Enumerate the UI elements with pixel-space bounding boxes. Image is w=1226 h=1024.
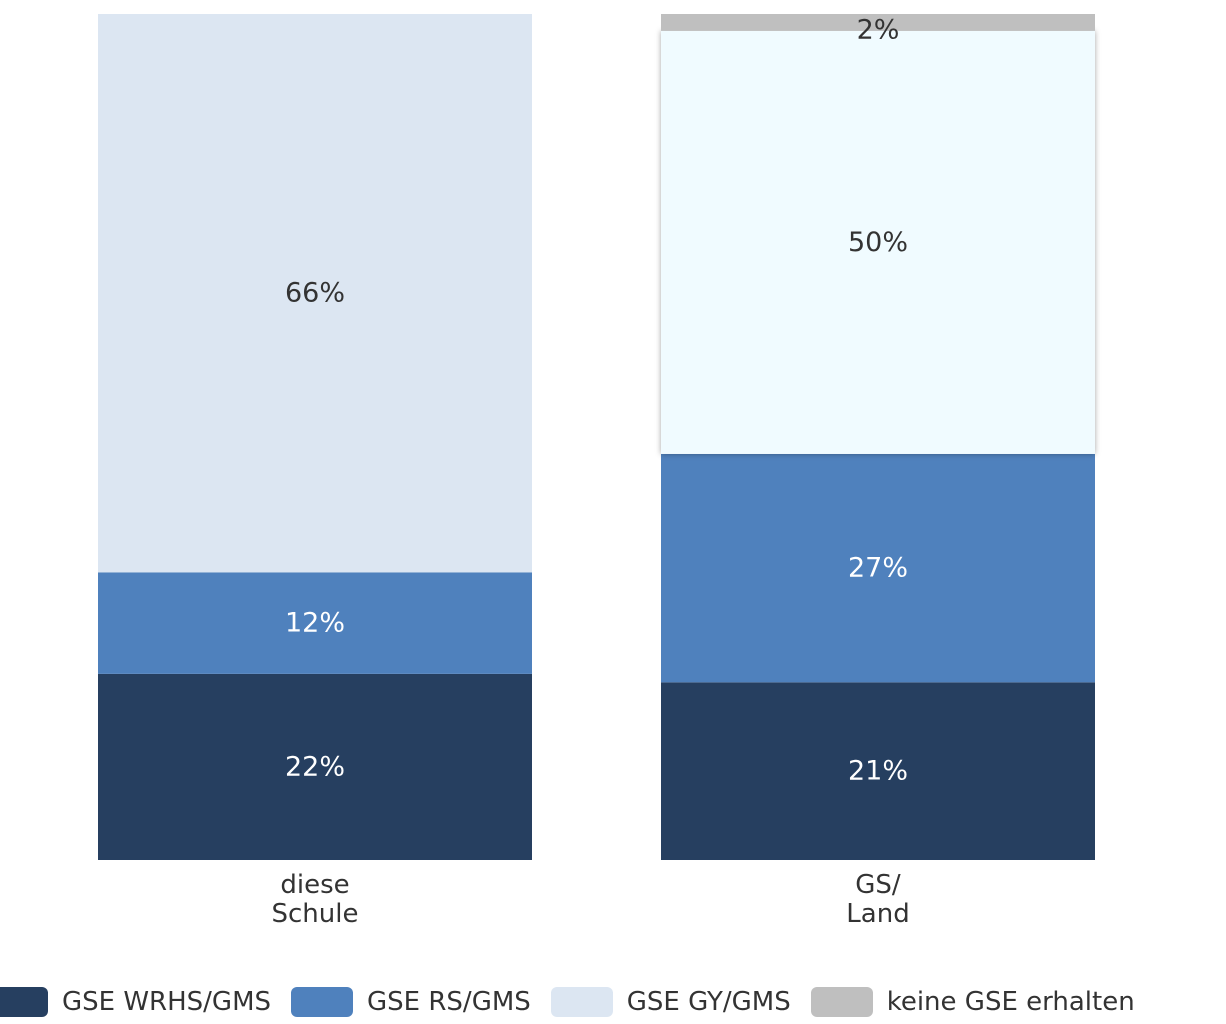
legend-label-0: GSE WRHS/GMS [62,987,272,1017]
data-label-2-1: 50% [848,227,908,258]
legend-label-2: GSE GY/GMS [626,987,791,1017]
category-label-1-line-0: GS/ [855,870,901,900]
legend-swatch-3 [810,987,873,1017]
legend-swatch-1 [291,987,354,1017]
legend: GSE WRHS/GMS GSE RS/GMS GSE GY/GMS keine GS… [0,980,1226,1024]
legend-item-0[interactable]: GSE WRHS/GMS [0,987,271,1017]
legend-item-2[interactable]: GSE GY/GMS [550,987,791,1017]
legend-label-3: keine GSE erhalten [886,987,1135,1017]
data-label-1-0: 12% [285,608,345,639]
bar-segment-0-0[interactable] [98,673,532,860]
legend-swatch-0 [0,987,48,1017]
data-label-3-1: 2% [857,15,900,46]
bar-segment-0-1[interactable] [661,682,1095,860]
bar-segment-3-1[interactable] [661,14,1095,31]
legend-item-1[interactable]: GSE RS/GMS [291,987,531,1017]
legend-item-3[interactable]: keine GSE erhalten [810,987,1135,1017]
data-label-0-0: 22% [285,751,345,782]
legend-swatch-2 [550,987,613,1017]
category-label-0-line-0: diese [280,870,349,900]
data-label-1-1: 27% [848,553,908,584]
category-label-0-line-1: Schule [272,899,359,929]
bar-segment-1-0[interactable] [98,572,532,674]
data-label-2-0: 66% [285,278,345,309]
legend-label-1: GSE RS/GMS [367,987,531,1017]
category-label-1-line-1: Land [846,899,909,929]
bar-segment-1-1[interactable] [661,453,1095,683]
data-label-0-1: 21% [848,756,908,787]
bar-segment-2-0[interactable] [98,14,532,573]
bar-segment-2-1[interactable] [661,30,1095,454]
